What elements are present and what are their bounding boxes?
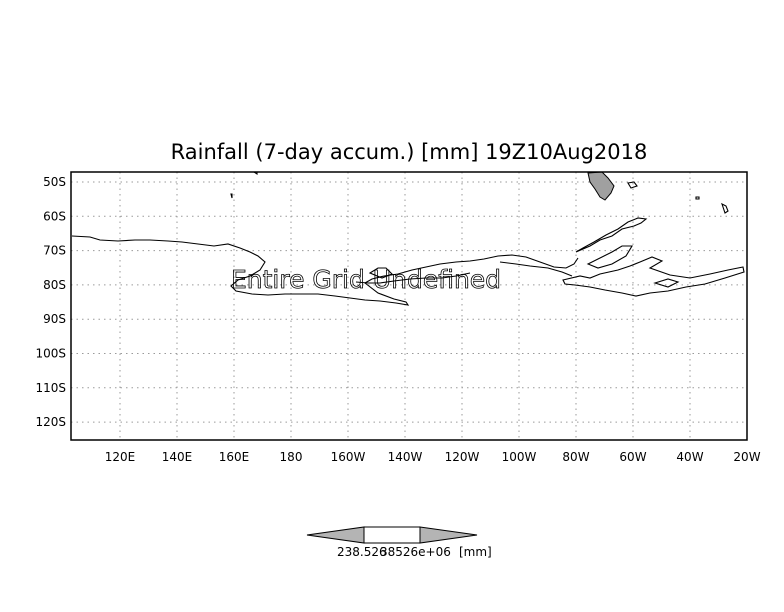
lat-tick-label: 90S: [43, 312, 66, 326]
weddell-shelf: [562, 256, 745, 297]
graticule: [71, 172, 748, 440]
undefined-grid-message: Entire Grid Undefined: [231, 265, 501, 294]
peninsula-inlet: [586, 245, 633, 269]
lat-tick-label: 60S: [43, 209, 66, 223]
lon-tick-label: 160W: [331, 450, 366, 464]
lon-tick-label: 100W: [502, 450, 537, 464]
lat-tick-label: 70S: [43, 244, 66, 258]
lat-tick-label: 100S: [35, 347, 66, 361]
island-small-2: [721, 202, 729, 214]
lat-tick-label: 120S: [35, 415, 66, 429]
lon-tick-label: 80W: [562, 450, 589, 464]
lat-tick-label: 80S: [43, 278, 66, 292]
legend-label-high: 38526e+06: [380, 545, 451, 559]
south-america-tip: [587, 171, 615, 201]
legend-left-arrow: [306, 526, 365, 544]
lon-tick-label: 20W: [733, 450, 760, 464]
lon-tick-label: 120E: [105, 450, 136, 464]
lat-tick-label: 50S: [43, 175, 66, 189]
antarctic-peninsula: [575, 217, 648, 253]
lon-tick-label: 160E: [219, 450, 250, 464]
legend-center-box: [363, 526, 421, 544]
ice-shelf-edge: [499, 261, 573, 277]
color-legend: 238.526 38526e+06 [mm]: [306, 526, 492, 559]
coastline-layer: [71, 171, 745, 306]
map-title: Rainfall (7-day accum.) [mm] 19Z10Aug201…: [171, 140, 648, 164]
antarctic-coast-main: [71, 235, 579, 306]
longitude-labels: 120E 140E 160E 180 160W 140W 120W 100W 80W 60W 40W…: [105, 450, 761, 464]
marie-byrd-coast: [355, 272, 471, 284]
lon-tick-label: 140W: [388, 450, 423, 464]
legend-right-arrow: [419, 526, 478, 544]
plot-frame: [70, 171, 748, 441]
island-small-4: [230, 193, 233, 199]
lon-tick-label: 120W: [445, 450, 480, 464]
lat-tick-label: 110S: [35, 381, 66, 395]
berkner-island: [653, 278, 680, 288]
lon-tick-label: 40W: [676, 450, 703, 464]
lon-tick-label: 180: [280, 450, 303, 464]
island-small-1: [695, 196, 700, 200]
legend-units: [mm]: [459, 545, 492, 559]
ross-ice-shelf-detail: [368, 267, 393, 279]
legend-label-low: 238.526: [337, 545, 387, 559]
latitude-labels: 50S 60S 70S 80S 90S 100S 110S 120S: [35, 175, 66, 429]
falkland-islands: [627, 181, 638, 189]
lon-tick-label: 140E: [162, 450, 193, 464]
lon-tick-label: 60W: [619, 450, 646, 464]
